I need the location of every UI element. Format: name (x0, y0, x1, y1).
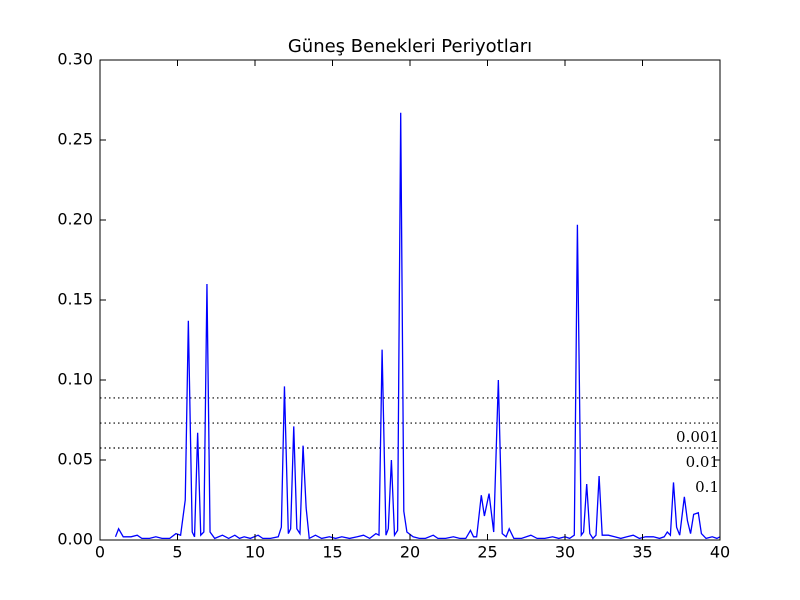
significance-label: 0.1 (695, 478, 719, 496)
x-tick-label: 35 (632, 543, 652, 562)
x-tick-label: 30 (555, 543, 575, 562)
x-tick-label: 5 (172, 543, 182, 562)
x-tick-label: 15 (322, 543, 342, 562)
significance-label: 0.01 (686, 453, 719, 471)
x-tick-label: 20 (400, 543, 420, 562)
y-tick-label: 0.20 (57, 210, 93, 229)
x-tick-label: 0 (95, 543, 105, 562)
y-tick-label: 0.25 (57, 130, 93, 149)
x-tick-label: 10 (245, 543, 265, 562)
y-tick-label: 0.05 (57, 450, 93, 469)
y-tick-label: 0.10 (57, 370, 93, 389)
y-tick-label: 0.15 (57, 290, 93, 309)
y-tick-label: 0.30 (57, 50, 93, 69)
significance-label: 0.001 (676, 428, 719, 446)
x-tick-label: 25 (477, 543, 497, 562)
y-tick-label: 0.00 (57, 530, 93, 549)
data-line (114, 112, 721, 540)
x-tick-label: 40 (710, 543, 730, 562)
chart-title: Güneş Benekleri Periyotları (288, 36, 532, 57)
